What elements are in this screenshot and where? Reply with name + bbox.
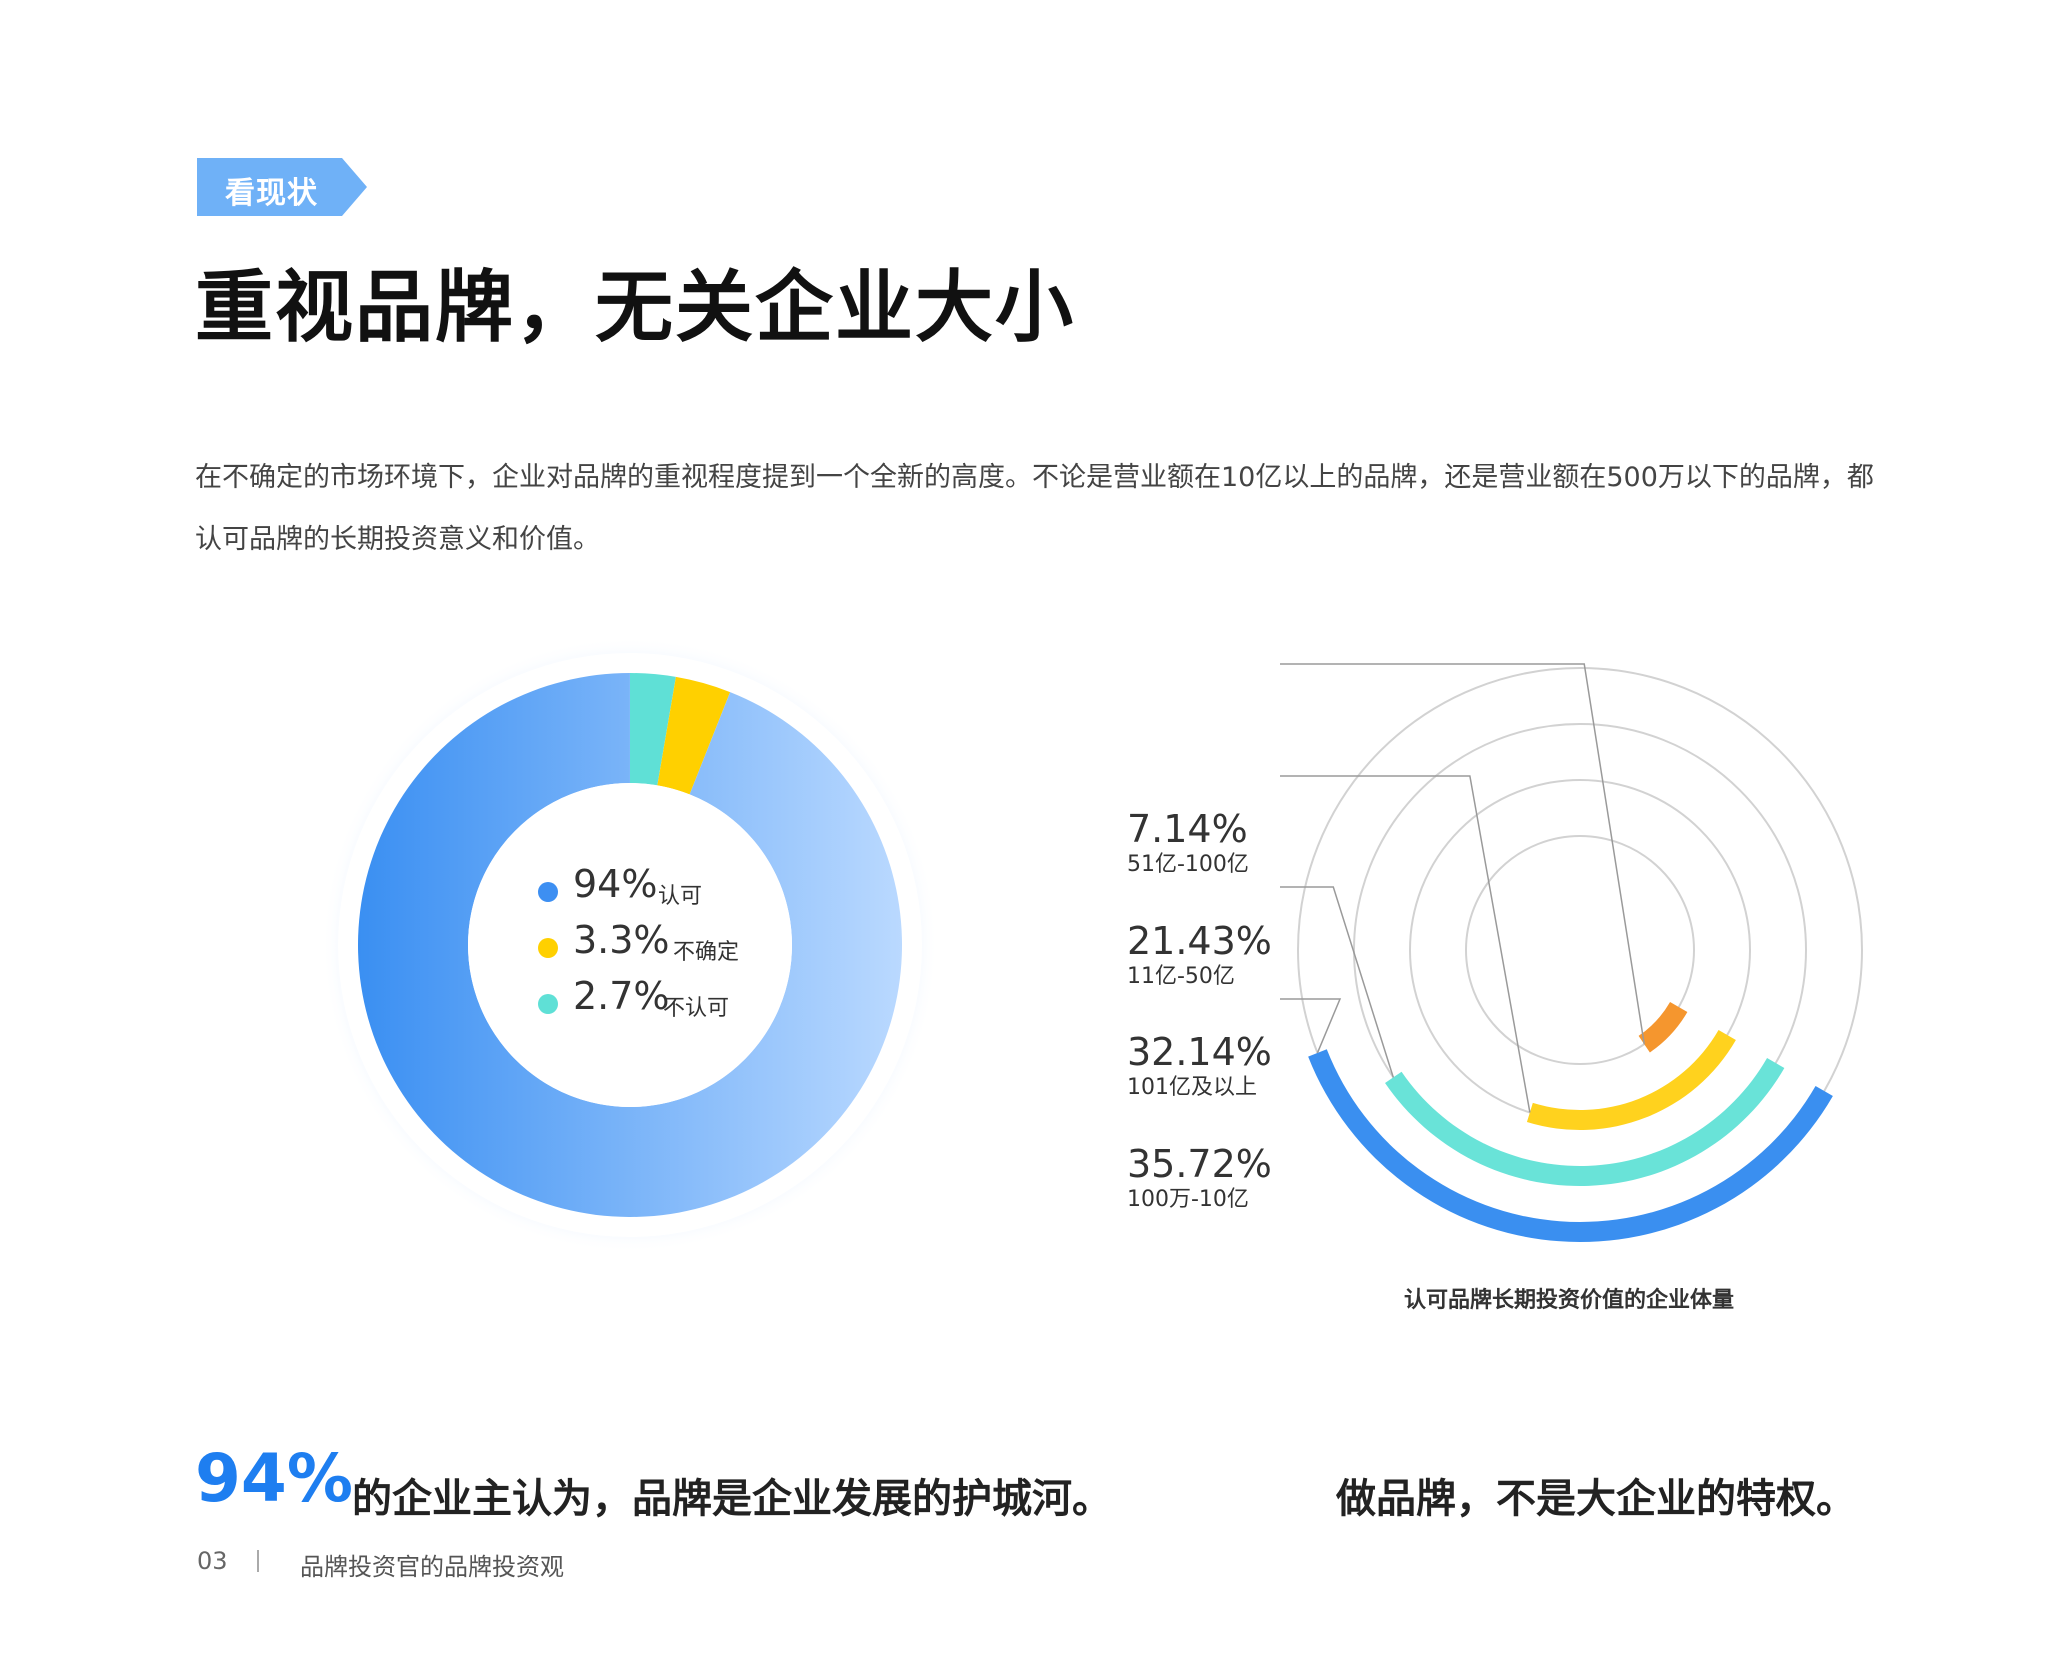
radial-bar-chart <box>1280 663 1863 1242</box>
radial-label-category: 101亿及以上 <box>1127 1075 1257 1100</box>
radial-chart-caption: 认可品牌长期投资价值的企业体量 <box>1404 1288 1735 1313</box>
footer-divider <box>257 1550 259 1572</box>
legend-label: 不确定 <box>673 940 740 965</box>
takeaway-right: 做品牌，不是大企业的特权。 <box>1336 1476 1856 1522</box>
donut-hole <box>468 783 792 1107</box>
radial-label-11-50: 21.43% 11亿-50亿 <box>1127 920 1387 992</box>
radial-label-pct: 21.43% <box>1127 919 1272 963</box>
radial-label-100w-10: 35.72% 100万-10亿 <box>1127 1143 1387 1215</box>
radial-bar-100w-10 <box>1308 1049 1833 1242</box>
radial-label-51-100: 7.14% 51亿-100亿 <box>1127 808 1387 880</box>
legend-dot <box>538 882 558 902</box>
tag-label: 看现状 <box>225 176 318 211</box>
legend-label: 认可 <box>658 884 703 909</box>
intro-paragraph: 在不确定的市场环境下，企业对品牌的重视程度提到一个全新的高度。不论是营业额在10… <box>195 462 1874 555</box>
radial-label-pct: 7.14% <box>1127 807 1248 851</box>
radial-guide-ring <box>1465 835 1695 1065</box>
takeaway-percentage: 94% <box>195 1440 353 1517</box>
takeaway-text: 的企业主认为，品牌是企业发展的护城河。 <box>352 1476 1112 1522</box>
radial-label-101-plus: 32.14% 101亿及以上 <box>1127 1031 1387 1103</box>
legend-label: 不认可 <box>663 996 730 1021</box>
section-tag: 看现状 <box>197 158 367 216</box>
donut-chart <box>322 637 938 1253</box>
radial-label-category: 51亿-100亿 <box>1127 852 1249 877</box>
radial-bar-51-100 <box>1638 1002 1688 1053</box>
legend-dot <box>538 994 558 1014</box>
donut-slice-uncertain <box>657 676 731 795</box>
legend-value: 3.3% <box>573 918 670 962</box>
legend-value: 94% <box>573 862 658 906</box>
donut-slice-approve <box>358 673 902 1217</box>
page-title: 重视品牌，无关企业大小 <box>195 263 1076 353</box>
radial-label-pct: 35.72% <box>1127 1142 1272 1186</box>
radial-leader-line <box>1280 998 1342 1054</box>
donut-slice-disapprove <box>630 673 676 786</box>
footer-title: 品牌投资官的品牌投资观 <box>300 1553 564 1581</box>
radial-leader-line <box>1280 775 1531 1113</box>
radial-bar-11-50 <box>1526 1030 1736 1130</box>
radial-leader-line <box>1280 886 1395 1078</box>
radial-leader-line <box>1280 663 1645 1045</box>
radial-bar-101-plus <box>1385 1058 1785 1186</box>
page-number: 03 <box>197 1547 228 1575</box>
tag-arrow-shape <box>197 158 367 216</box>
radial-label-pct: 32.14% <box>1127 1030 1272 1074</box>
radial-label-category: 11亿-50亿 <box>1127 964 1235 989</box>
legend-value: 2.7% <box>573 974 670 1018</box>
radial-label-category: 100万-10亿 <box>1127 1187 1249 1212</box>
legend-dot <box>538 938 558 958</box>
